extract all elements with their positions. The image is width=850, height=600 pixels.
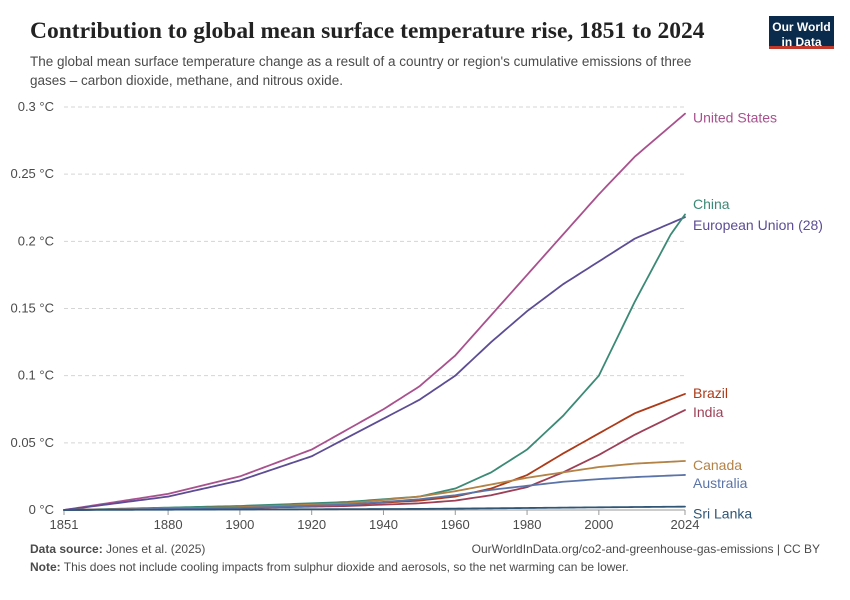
svg-text:Canada: Canada [693, 457, 742, 473]
svg-text:Brazil: Brazil [693, 385, 728, 401]
svg-text:0.25 °C: 0.25 °C [10, 166, 54, 181]
svg-text:European Union (28): European Union (28) [693, 217, 823, 233]
svg-text:1900: 1900 [225, 517, 254, 532]
svg-text:China: China [693, 196, 730, 212]
svg-text:1980: 1980 [513, 517, 542, 532]
svg-text:Sri Lanka: Sri Lanka [693, 506, 752, 522]
svg-text:1880: 1880 [154, 517, 183, 532]
svg-text:1940: 1940 [369, 517, 398, 532]
svg-text:India: India [693, 404, 724, 420]
svg-text:2000: 2000 [584, 517, 613, 532]
svg-text:0.15 °C: 0.15 °C [10, 301, 54, 316]
svg-text:Australia: Australia [693, 475, 748, 491]
svg-text:United States: United States [693, 110, 777, 126]
svg-text:0.2 °C: 0.2 °C [18, 233, 54, 248]
svg-text:0.05 °C: 0.05 °C [10, 435, 54, 450]
svg-text:1960: 1960 [441, 517, 470, 532]
svg-text:1920: 1920 [297, 517, 326, 532]
svg-text:0.1 °C: 0.1 °C [18, 368, 54, 383]
svg-text:0.3 °C: 0.3 °C [18, 99, 54, 114]
svg-text:0 °C: 0 °C [29, 502, 54, 517]
svg-text:1851: 1851 [50, 517, 79, 532]
